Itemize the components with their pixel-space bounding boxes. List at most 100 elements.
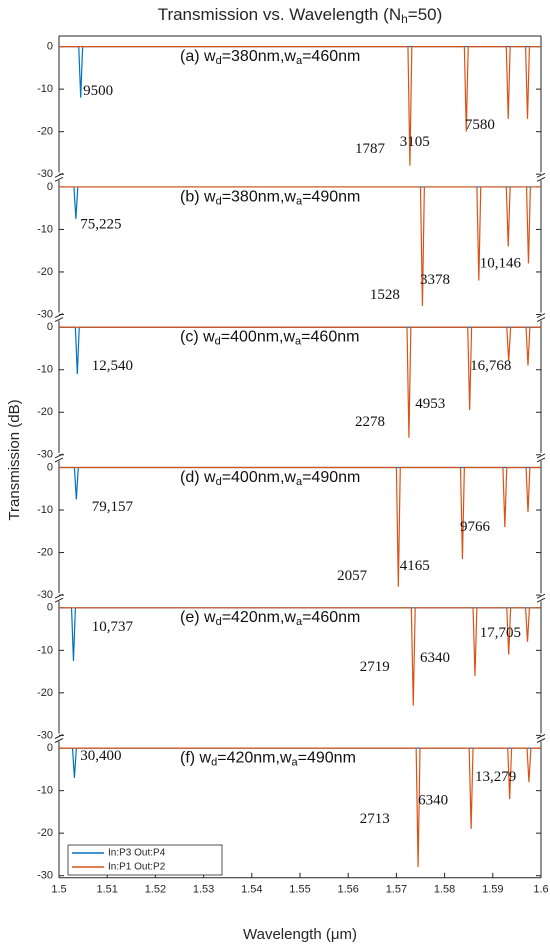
label-part: (a) w bbox=[180, 48, 216, 65]
y-tick-label: 0 bbox=[47, 742, 53, 754]
annotation: 79,157 bbox=[92, 499, 134, 515]
label-part: (d) w bbox=[180, 469, 216, 486]
label-part: =460nm bbox=[301, 329, 359, 346]
series-line bbox=[59, 747, 541, 868]
legend-label: In:P1 Out:P2 bbox=[108, 862, 166, 873]
label-sub: d bbox=[216, 195, 222, 207]
title-sub: h bbox=[401, 12, 408, 26]
x-tick-label: 1.6 bbox=[533, 884, 548, 896]
break-mark bbox=[536, 593, 546, 599]
series-line bbox=[59, 607, 541, 706]
y-tick-label: -20 bbox=[37, 406, 53, 418]
break-mark bbox=[54, 176, 64, 182]
break-mark bbox=[536, 317, 546, 323]
annotation: 6340 bbox=[420, 650, 450, 666]
x-tick-label: 1.53 bbox=[193, 884, 214, 896]
x-tick-label: 1.5 bbox=[51, 884, 66, 896]
annotation: 2713 bbox=[360, 811, 390, 827]
x-tick-label: 1.56 bbox=[337, 884, 358, 896]
y-tick-label: -30 bbox=[37, 449, 53, 461]
x-tick-label: 1.57 bbox=[386, 884, 407, 896]
annotation: 9500 bbox=[83, 83, 113, 99]
x-tick-label: 1.58 bbox=[434, 884, 455, 896]
break-mark bbox=[536, 734, 546, 739]
y-tick-label: -20 bbox=[37, 687, 53, 699]
panel-label: (b) wd=380nm,wa=490nm bbox=[180, 189, 360, 208]
label-part: =490nm bbox=[302, 469, 360, 486]
y-tick-label: -20 bbox=[37, 266, 53, 278]
annotation: 12,540 bbox=[92, 358, 133, 374]
x-tick-label: 1.52 bbox=[145, 884, 166, 896]
label-sub: d bbox=[216, 616, 222, 628]
break-mark bbox=[536, 597, 546, 603]
break-mark bbox=[536, 738, 546, 743]
label-part: (b) w bbox=[180, 189, 216, 206]
label-sub: d bbox=[216, 55, 222, 67]
y-tick-label: -30 bbox=[37, 870, 53, 882]
y-tick-label: -10 bbox=[37, 83, 53, 95]
label-part: =460nm bbox=[302, 48, 360, 65]
y-tick-label: -20 bbox=[37, 827, 53, 839]
y-tick-label: 0 bbox=[47, 461, 53, 473]
panel-label: (a) wd=380nm,wa=460nm bbox=[180, 48, 360, 67]
label-part: =490nm bbox=[298, 750, 356, 767]
panel-label: (f) wd=420nm,wa=490nm bbox=[180, 750, 356, 769]
y-tick-label: -20 bbox=[37, 546, 53, 558]
label-part: =420nm,w bbox=[217, 750, 292, 767]
y-tick-label: 0 bbox=[47, 181, 53, 193]
x-axis-label: Wavelength (μm) bbox=[243, 926, 357, 943]
series-line bbox=[59, 326, 541, 438]
y-tick-label: -10 bbox=[37, 785, 53, 797]
label-part: =380nm,w bbox=[222, 48, 297, 65]
y-tick-label: -30 bbox=[37, 168, 53, 180]
legend-box bbox=[67, 844, 223, 876]
y-tick-label: 0 bbox=[47, 602, 53, 614]
panel-label: (d) wd=400nm,wa=490nm bbox=[180, 469, 360, 488]
x-tick-label: 1.54 bbox=[241, 884, 262, 896]
break-mark bbox=[54, 457, 64, 463]
y-tick-label: 0 bbox=[47, 41, 53, 53]
annotation: 10,146 bbox=[480, 256, 522, 272]
label-sub: a bbox=[296, 195, 303, 207]
annotation: 10,737 bbox=[92, 619, 134, 635]
annotation: 4165 bbox=[400, 558, 430, 574]
label-part: =400nm,w bbox=[221, 329, 296, 346]
y-axis-label: Transmission (dB) bbox=[6, 399, 23, 520]
title-part: Transmission vs. Wavelength (N bbox=[158, 5, 401, 24]
chart-title: Transmission vs. Wavelength (Nh=50) bbox=[158, 5, 443, 26]
break-mark bbox=[54, 172, 64, 178]
annotation: 6340 bbox=[418, 793, 448, 809]
y-tick-label: -30 bbox=[37, 729, 53, 741]
annotation: 1787 bbox=[355, 141, 386, 157]
label-sub: d bbox=[216, 476, 222, 488]
panel-label: (c) wd=400nm,wa=460nm bbox=[180, 329, 359, 348]
y-tick-label: 0 bbox=[47, 321, 53, 333]
annotation: 9766 bbox=[460, 519, 491, 535]
annotation: 16,768 bbox=[470, 358, 511, 374]
y-tick-label: -10 bbox=[37, 364, 53, 376]
x-tick-label: 1.51 bbox=[96, 884, 117, 896]
x-tick-label: 1.55 bbox=[289, 884, 310, 896]
annotation: 3105 bbox=[400, 134, 430, 150]
series-line bbox=[59, 466, 541, 587]
annotation: 13,279 bbox=[475, 769, 516, 785]
break-mark bbox=[54, 738, 64, 743]
label-part: =400nm,w bbox=[222, 469, 297, 486]
series-line bbox=[59, 46, 541, 166]
annotation: 17,705 bbox=[480, 625, 521, 641]
label-part: (e) w bbox=[180, 609, 216, 626]
label-part: (c) w bbox=[180, 329, 215, 346]
label-part: (f) w bbox=[180, 750, 212, 767]
label-sub: a bbox=[296, 476, 303, 488]
annotation: 2719 bbox=[360, 659, 390, 675]
title-part: =50) bbox=[408, 5, 443, 24]
break-mark bbox=[54, 317, 64, 323]
label-sub: d bbox=[211, 756, 217, 768]
label-sub: a bbox=[296, 616, 303, 628]
break-mark bbox=[536, 313, 546, 319]
label-sub: a bbox=[296, 55, 303, 67]
y-tick-label: -10 bbox=[37, 504, 53, 516]
annotation: 75,225 bbox=[80, 217, 121, 233]
label-part: =490nm bbox=[302, 189, 360, 206]
